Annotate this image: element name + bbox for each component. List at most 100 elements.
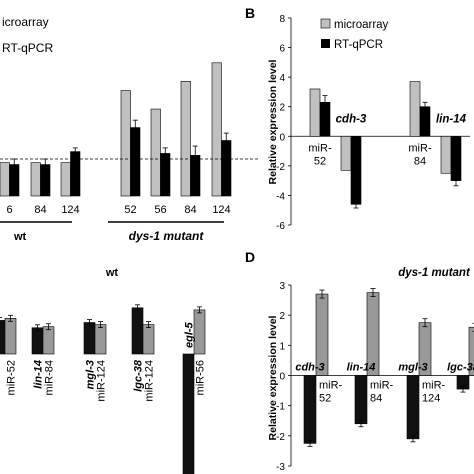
mirna-label: miR-: [422, 380, 446, 392]
microarray-bar: [409, 81, 421, 137]
error-bar: [98, 321, 103, 329]
y-tick-label: -1: [276, 402, 285, 413]
microarray-bar: [120, 90, 131, 197]
panel-letter: D: [245, 249, 255, 265]
rtqpcr-bar: [350, 135, 362, 205]
legend-swatch-microarray: [320, 18, 331, 29]
rtqpcr-bar: [130, 127, 141, 197]
error-bar: [307, 439, 313, 447]
rtqpcr-bar: [450, 135, 462, 181]
error-bar: [132, 119, 138, 136]
target-gene-label: cdh-3: [336, 113, 367, 125]
microarray-bar: [180, 81, 191, 197]
rtqpcr-bar: [160, 153, 171, 197]
error-bar: [72, 147, 78, 156]
legend-label-rtqpcr: RT-qPCR: [334, 39, 383, 51]
error-bar: [453, 175, 459, 187]
y-tick-label: 8: [279, 14, 285, 25]
y-tick-label: -2: [276, 432, 285, 443]
y-tick-label: 6: [279, 44, 285, 55]
error-bar: [197, 306, 202, 314]
rtqpcr-bar: [221, 140, 232, 197]
legend-label: RT-qPCR: [2, 41, 53, 55]
category-label: 84: [34, 204, 46, 216]
target-bar: [131, 307, 144, 355]
microarray-bar: [440, 135, 452, 174]
y-tick-label: 0: [279, 132, 285, 143]
category-label: 56: [154, 204, 166, 216]
mirna-label: miR-: [370, 380, 394, 392]
mirna-label: 124: [422, 393, 440, 405]
mirna-label: miR-: [408, 142, 432, 154]
target-bar: [406, 375, 420, 440]
error-bar: [319, 289, 325, 299]
target-gene-label: egl-5: [184, 321, 196, 348]
target-bar: [354, 375, 368, 425]
mirna-label: 84: [414, 155, 426, 167]
target-gene-label: mgl-3: [85, 360, 97, 389]
mirna-bar: [193, 309, 206, 355]
target-gene-label: cdh-3: [295, 362, 324, 374]
target-bar: [303, 375, 317, 444]
mirna-label: 52: [314, 155, 326, 167]
target-gene-label: lin-14: [347, 362, 376, 374]
y-tick-label: -2: [276, 162, 285, 173]
microarray-bar: [340, 135, 352, 171]
error-bar: [460, 385, 466, 393]
category-label: 6: [6, 204, 12, 216]
mirna-label: miR-56: [195, 360, 207, 395]
y-axis-label: Relative expression level: [267, 315, 279, 440]
error-bar: [422, 101, 428, 112]
legend-swatch-rtqpcr: [321, 39, 330, 48]
microarray-bar: [60, 162, 71, 197]
error-bar: [422, 318, 428, 328]
panel-a: icroarray RT-qPCR 6 84 124 52 56 84 124 wt dys-1 m…: [0, 15, 258, 243]
panel-b: B 8 6 4 2 0 -2 -4 -6 Relative expression level mic…: [245, 5, 470, 232]
error-bar: [35, 324, 40, 332]
y-tick-label: -4: [276, 191, 285, 202]
mirna-label: miR-124: [144, 360, 156, 402]
microarray-bar: [30, 162, 41, 197]
microarray-bar: [0, 162, 10, 197]
error-bar: [358, 420, 364, 428]
mirna-label: miR-84: [44, 360, 56, 395]
microarray-bar: [211, 62, 222, 197]
error-bar: [146, 321, 151, 329]
panel-title: dys-1 mutant: [398, 267, 471, 279]
mirna-bar: [94, 324, 107, 355]
rtqpcr-bar: [70, 151, 81, 197]
mirna-bar: [468, 326, 474, 376]
group-label-mutant: dys-1 mutant: [129, 229, 205, 243]
error-bar: [370, 288, 376, 297]
y-tick-label: 4: [279, 73, 285, 84]
mirna-label: miR-: [308, 142, 332, 154]
mirna-bar: [42, 326, 55, 355]
mirna-label: miR-: [319, 380, 343, 392]
error-bar: [353, 200, 359, 209]
y-tick-label: 2: [279, 103, 285, 114]
error-bar: [0, 316, 2, 324]
target-gene-label: lgc-38: [447, 362, 474, 374]
target-bar: [83, 322, 96, 355]
target-gene-label: lgc-38: [133, 359, 145, 392]
target-gene-label: mgl-3: [398, 362, 427, 374]
y-tick-label: 3: [279, 281, 285, 292]
mirna-bar: [4, 317, 17, 355]
error-bar: [192, 145, 198, 165]
target-bar: [0, 320, 6, 355]
error-bar: [472, 322, 474, 332]
microarray-bar: [309, 88, 321, 137]
y-tick-label: -3: [276, 462, 285, 473]
y-tick-label: -6: [276, 221, 285, 232]
group-label-wt: wt: [13, 231, 27, 243]
mirna-bar: [142, 324, 155, 355]
y-tick-label: 2: [279, 311, 285, 322]
y-tick-label: 1: [279, 341, 285, 352]
target-gene-label: lin-14: [436, 113, 467, 125]
category-label: 124: [61, 204, 79, 216]
target-bar: [31, 327, 44, 355]
mirna-label: miR-52: [6, 360, 18, 395]
